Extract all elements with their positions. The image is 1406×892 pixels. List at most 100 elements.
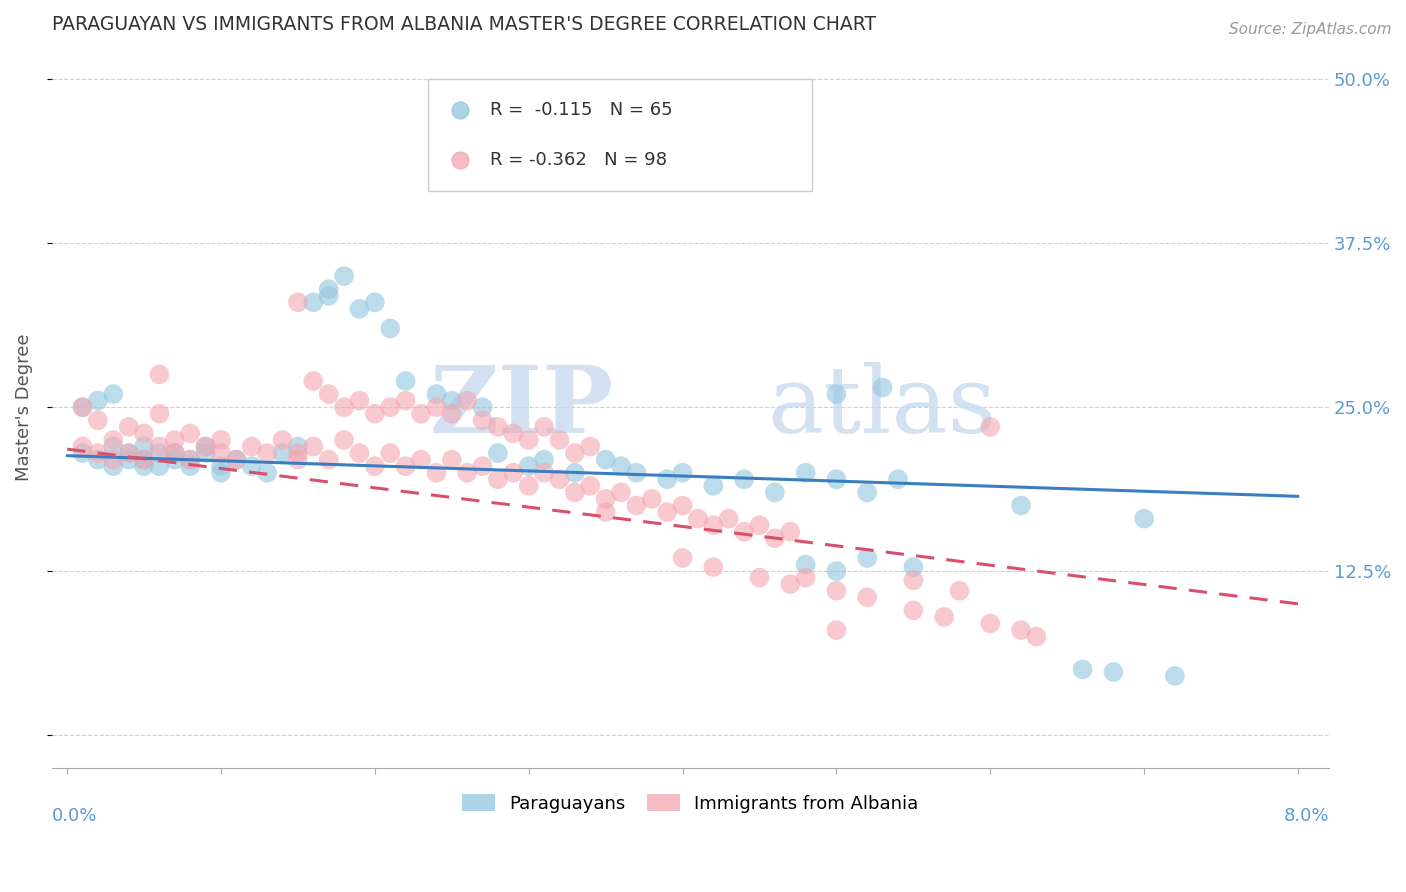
Point: [256, 446, 278, 460]
Point: [548, 472, 571, 486]
Point: [825, 623, 848, 637]
Point: [318, 452, 340, 467]
Point: [794, 466, 817, 480]
Point: [779, 577, 801, 591]
Point: [903, 560, 925, 574]
Point: [240, 459, 263, 474]
Point: [502, 466, 524, 480]
Point: [856, 551, 879, 566]
Point: [409, 452, 432, 467]
Point: [103, 387, 125, 401]
Point: [132, 452, 155, 467]
Point: [932, 610, 955, 624]
Point: [626, 499, 648, 513]
Point: [148, 407, 170, 421]
Point: [209, 446, 232, 460]
Point: [103, 452, 125, 467]
Point: [794, 571, 817, 585]
Point: [702, 479, 724, 493]
Point: [456, 466, 478, 480]
Point: [364, 295, 387, 310]
Point: [425, 400, 447, 414]
Point: [349, 446, 371, 460]
Point: [763, 531, 786, 545]
Point: [517, 479, 540, 493]
Point: [118, 446, 141, 460]
Point: [194, 440, 217, 454]
Point: [179, 452, 201, 467]
Point: [333, 400, 356, 414]
Point: [318, 289, 340, 303]
Point: [364, 459, 387, 474]
Point: [380, 446, 402, 460]
Point: [486, 446, 509, 460]
Point: [903, 603, 925, 617]
Point: [179, 452, 201, 467]
Point: [132, 426, 155, 441]
Point: [748, 518, 770, 533]
Point: [517, 125, 540, 139]
Point: [779, 524, 801, 539]
Point: [209, 433, 232, 447]
Point: [533, 466, 555, 480]
Point: [471, 400, 494, 414]
Point: [163, 446, 186, 460]
Point: [132, 452, 155, 467]
Point: [409, 407, 432, 421]
Point: [394, 374, 416, 388]
Point: [657, 505, 679, 519]
Point: [1010, 499, 1032, 513]
Point: [318, 282, 340, 296]
Point: [595, 452, 617, 467]
Point: [72, 446, 94, 460]
Point: [302, 374, 325, 388]
Text: R =  -0.115   N = 65: R = -0.115 N = 65: [489, 102, 672, 120]
Point: [148, 459, 170, 474]
Point: [610, 459, 633, 474]
Text: ZIP: ZIP: [429, 362, 613, 452]
Point: [240, 440, 263, 454]
Point: [394, 459, 416, 474]
Point: [302, 440, 325, 454]
Point: [748, 571, 770, 585]
Point: [1010, 623, 1032, 637]
Point: [733, 472, 755, 486]
Text: 8.0%: 8.0%: [1284, 807, 1329, 825]
Point: [579, 479, 602, 493]
Point: [148, 440, 170, 454]
Text: 0.0%: 0.0%: [52, 807, 97, 825]
Point: [87, 393, 110, 408]
Point: [671, 499, 693, 513]
Point: [702, 560, 724, 574]
Point: [517, 433, 540, 447]
Point: [256, 466, 278, 480]
Point: [118, 452, 141, 467]
Point: [287, 446, 309, 460]
Point: [72, 400, 94, 414]
Point: [394, 393, 416, 408]
Point: [440, 393, 463, 408]
Point: [887, 472, 910, 486]
FancyBboxPatch shape: [429, 79, 811, 191]
Text: PARAGUAYAN VS IMMIGRANTS FROM ALBANIA MASTER'S DEGREE CORRELATION CHART: PARAGUAYAN VS IMMIGRANTS FROM ALBANIA MA…: [52, 15, 876, 34]
Point: [333, 433, 356, 447]
Point: [163, 433, 186, 447]
Legend: Paraguayans, Immigrants from Albania: Paraguayans, Immigrants from Albania: [456, 788, 925, 820]
Text: atlas: atlas: [766, 362, 995, 452]
Point: [380, 321, 402, 335]
Point: [179, 426, 201, 441]
Point: [209, 459, 232, 474]
Point: [225, 452, 247, 467]
Point: [87, 452, 110, 467]
Point: [979, 616, 1001, 631]
Point: [118, 420, 141, 434]
Point: [72, 440, 94, 454]
Point: [626, 466, 648, 480]
Point: [657, 472, 679, 486]
Point: [872, 380, 894, 394]
Point: [225, 452, 247, 467]
Point: [425, 387, 447, 401]
Point: [1025, 630, 1047, 644]
Point: [548, 433, 571, 447]
Point: [163, 452, 186, 467]
